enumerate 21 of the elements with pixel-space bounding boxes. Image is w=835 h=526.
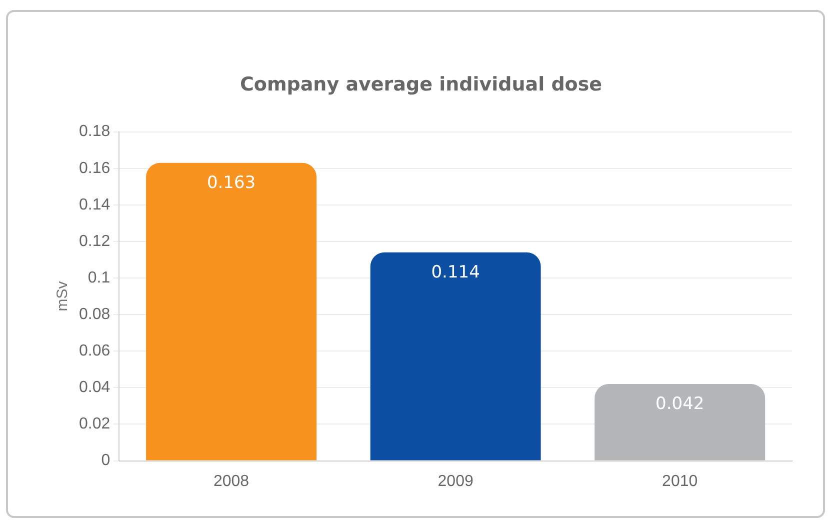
y-tick-label: 0.18: [79, 123, 110, 140]
y-tick-label: 0.06: [79, 342, 110, 360]
y-tick-label: 0.08: [79, 306, 110, 323]
y-tick-label: 0: [101, 452, 110, 470]
y-tick-label: 0.16: [79, 160, 110, 177]
data-label: 0.114: [431, 262, 480, 282]
bar: [146, 162, 317, 460]
chart-title: Company average individual dose: [240, 73, 602, 96]
bar: [594, 384, 766, 460]
x-tick-label: 2010: [662, 472, 698, 490]
y-tick-label: 0.1: [88, 269, 110, 286]
y-tick-label: 0.04: [79, 379, 110, 396]
y-axis-title: mSv: [54, 280, 72, 312]
y-tick-label: 0.12: [79, 232, 110, 250]
data-label: 0.163: [206, 172, 256, 193]
data-label: 0.042: [656, 394, 704, 414]
y-tick-label: 0.02: [79, 416, 110, 433]
x-tick-label: 2009: [438, 472, 474, 490]
x-tick-label: 2008: [213, 472, 250, 490]
y-tick-label: 0.14: [79, 196, 110, 214]
bar: [370, 252, 541, 460]
